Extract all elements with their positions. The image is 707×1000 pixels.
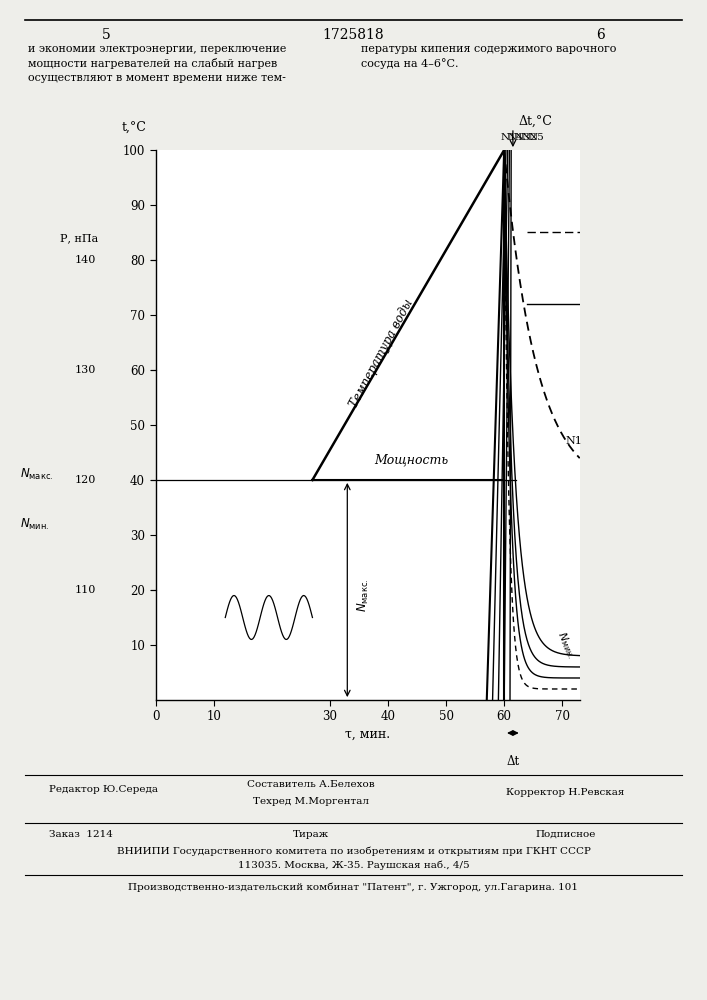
- Text: N3: N3: [515, 133, 531, 142]
- Text: Тираж: Тираж: [293, 830, 329, 839]
- Text: Корректор Н.Ревская: Корректор Н.Ревская: [506, 788, 625, 797]
- Text: 1725818: 1725818: [322, 28, 385, 42]
- Text: N1: N1: [501, 133, 517, 142]
- Text: 113035. Москва, Ж-35. Раушская наб., 4/5: 113035. Москва, Ж-35. Раушская наб., 4/5: [238, 861, 469, 870]
- Text: Редактор Ю.Середа: Редактор Ю.Середа: [49, 785, 158, 794]
- Text: Техред М.Моргентал: Техред М.Моргентал: [253, 797, 369, 806]
- Text: $N_{\rm макс.}$: $N_{\rm макс.}$: [20, 467, 53, 482]
- Text: и экономии электроэнергии, переключение
мощности нагревателей на слабый нагрев
о: и экономии электроэнергии, переключение …: [28, 44, 286, 83]
- Text: $N_{\rm мин.}$: $N_{\rm мин.}$: [20, 516, 49, 532]
- Text: 120: 120: [75, 475, 96, 485]
- Text: Мощность: Мощность: [374, 453, 448, 466]
- Text: пературы кипения содержимого варочного
сосуда на 4–6°С.: пературы кипения содержимого варочного с…: [361, 44, 616, 69]
- Text: Р, нПа: Р, нПа: [60, 233, 98, 243]
- Text: Составитель А.Белехов: Составитель А.Белехов: [247, 780, 375, 789]
- Text: 110: 110: [75, 585, 96, 595]
- Text: N2: N2: [522, 133, 537, 142]
- Text: Подписное: Подписное: [535, 830, 596, 839]
- Text: 130: 130: [75, 365, 96, 375]
- Text: Температура воды: Температура воды: [348, 297, 416, 410]
- Text: $N_{\rm мин.}$: $N_{\rm мин.}$: [554, 629, 578, 661]
- Text: ВНИИПИ Государственного комитета по изобретениям и открытиям при ГКНТ СССР: ВНИИПИ Государственного комитета по изоб…: [117, 846, 590, 856]
- Text: Δt: Δt: [506, 755, 520, 768]
- Text: Заказ  1214: Заказ 1214: [49, 830, 113, 839]
- X-axis label: τ, мин.: τ, мин.: [345, 728, 390, 741]
- Text: t,°C: t,°C: [122, 120, 147, 133]
- Text: 140: 140: [75, 255, 96, 265]
- Text: 5: 5: [102, 28, 110, 42]
- Text: N1: N1: [565, 436, 582, 446]
- Text: Производственно-издательский комбинат "Патент", г. Ужгород, ул.Гагарина. 101: Производственно-издательский комбинат "П…: [129, 882, 578, 892]
- Text: $N_{\rm макс.}$: $N_{\rm макс.}$: [356, 579, 371, 612]
- Text: N4: N4: [508, 133, 524, 142]
- Text: N5: N5: [529, 133, 544, 142]
- Text: 6: 6: [597, 28, 605, 42]
- Text: Δt,°C: Δt,°C: [519, 115, 553, 128]
